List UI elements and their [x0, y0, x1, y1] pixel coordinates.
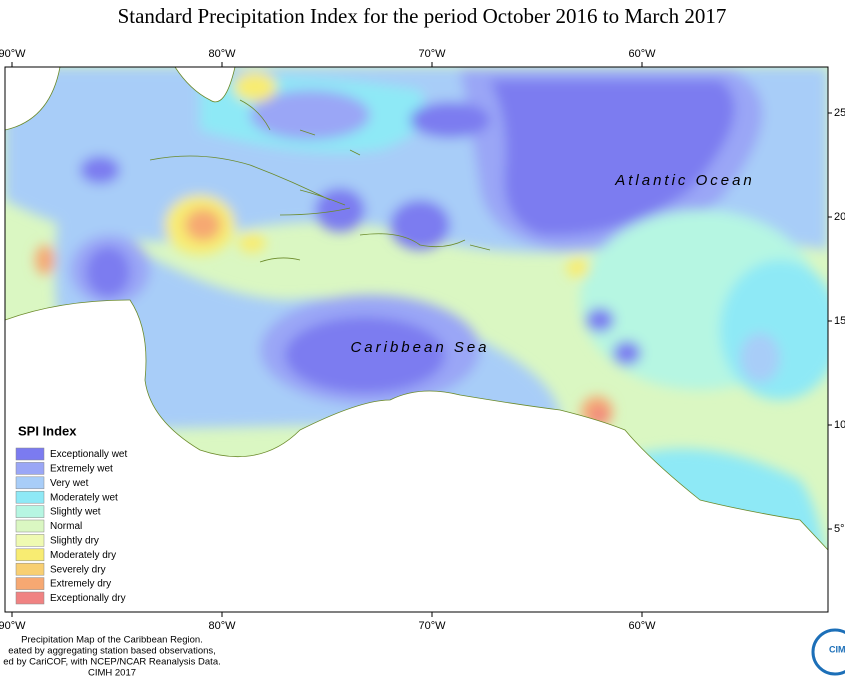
- legend-swatch: [15, 548, 45, 562]
- legend-swatch: [15, 577, 45, 590]
- map: [5, 67, 828, 612]
- legend-label: Severely dry: [50, 564, 106, 575]
- sea-label: Caribbean Sea: [350, 339, 489, 356]
- legend-label: Slightly wet: [50, 507, 101, 518]
- longitude-label: 70°W: [418, 620, 446, 632]
- legend-swatch: [15, 562, 45, 576]
- axes: 90°W 90°W 80°W 80°W 70°W 70°W 60°W 60°W 25° 20° 15…: [0, 48, 845, 632]
- legend-label: Extremely wet: [50, 464, 113, 475]
- legend-title: SPI Index: [18, 423, 77, 438]
- footer-line: ed by CariCOF, with NCEP/NCAR Reanalysis…: [3, 657, 221, 668]
- legend-swatch: [15, 505, 45, 518]
- longitude-label: 80°W: [208, 620, 236, 632]
- logo-text: CIM: [829, 644, 845, 654]
- legend: Exceptionally wet Extremely wet Very wet Mo…: [15, 447, 127, 605]
- legend-label: Very wet: [50, 478, 89, 489]
- legend-swatch: [15, 447, 45, 461]
- legend-swatch: [15, 519, 45, 533]
- longitude-label: 80°W: [208, 48, 236, 60]
- latitude-label: 15°: [834, 315, 845, 327]
- legend-label: Extremely dry: [50, 579, 111, 590]
- legend-label: Exceptionally wet: [50, 449, 127, 460]
- legend-swatch: [15, 462, 45, 475]
- legend-label: Moderately dry: [50, 550, 116, 561]
- latitude-label: 25°: [834, 107, 845, 119]
- legend-swatch: [15, 476, 45, 490]
- legend-label: Normal: [50, 521, 82, 532]
- footer-line: Precipitation Map of the Caribbean Regio…: [21, 635, 203, 646]
- longitude-label: 90°W: [0, 48, 26, 60]
- legend-label: Slightly dry: [50, 536, 99, 547]
- footer-line: CIMH 2017: [88, 668, 136, 679]
- logo: [811, 628, 845, 676]
- legend-swatch: [15, 490, 45, 504]
- latitude-label: 20°: [834, 211, 845, 223]
- ocean-label: Atlantic Ocean: [614, 172, 755, 189]
- longitude-label: 60°W: [628, 48, 656, 60]
- map-frame: [4, 66, 829, 613]
- legend-label: Exceptionally dry: [50, 593, 126, 604]
- footer: Precipitation Map of the Caribbean Regio…: [3, 635, 221, 679]
- title: Standard Precipitation Index for the per…: [118, 4, 727, 28]
- latitude-label: 10°: [834, 419, 845, 431]
- legend-swatch: [15, 534, 45, 547]
- legend-label: Moderately wet: [50, 492, 118, 503]
- longitude-label: 90°W: [0, 620, 26, 632]
- legend-swatch: [15, 591, 45, 605]
- longitude-label: 70°W: [418, 48, 446, 60]
- latitude-label: 5°: [834, 523, 845, 535]
- footer-line: eated by aggregating station based obser…: [8, 646, 216, 657]
- longitude-label: 60°W: [628, 620, 656, 632]
